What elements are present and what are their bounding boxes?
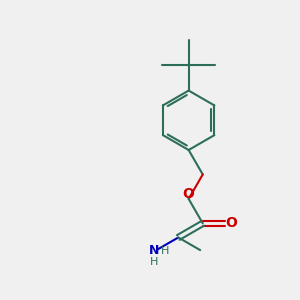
Text: O: O <box>183 187 195 201</box>
Text: N: N <box>149 244 159 257</box>
Text: H: H <box>161 246 169 256</box>
Text: O: O <box>226 216 238 230</box>
Text: H: H <box>150 257 158 267</box>
